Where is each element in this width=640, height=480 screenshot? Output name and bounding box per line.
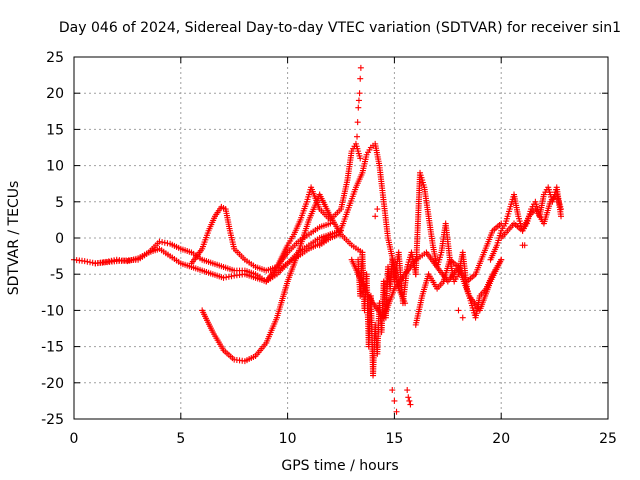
x-tick-label: 5 [176,431,185,447]
data-point [374,206,381,213]
data-point [558,213,565,220]
y-tick-label: 25 [46,50,64,66]
data-points [71,64,565,415]
data-point [404,387,411,394]
y-tick-label: -5 [50,267,64,283]
x-tick-label: 10 [279,431,297,447]
chart-title: Day 046 of 2024, Sidereal Day-to-day VTE… [59,20,621,36]
data-point [372,213,379,220]
data-point [357,64,364,71]
y-axis-label: SDTVAR / TECUs [6,181,22,296]
y-tick-label: 0 [55,231,64,247]
x-tick-label: 25 [599,431,617,447]
y-tick-label: 20 [46,86,64,102]
data-point [355,104,362,111]
x-tick-label: 15 [385,431,403,447]
x-tick-label: 20 [492,431,510,447]
y-tick-label: -25 [41,412,64,428]
data-point [357,75,364,82]
ticks-layer: 0 5 10 15 20 25 25 20 15 10 5 0 -5 -10 -15 -20 -25 [41,50,617,447]
data-point [393,408,400,415]
y-tick-label: -20 [41,376,64,392]
y-tick-label: -15 [41,340,64,356]
y-tick-label: -10 [41,303,64,319]
x-axis-label: GPS time / hours [281,458,398,474]
data-point [354,119,361,126]
y-tick-label: 15 [46,122,64,138]
plot-frame [73,56,609,420]
data-point [355,97,362,104]
data-point [558,206,565,213]
data-point [357,155,364,162]
data-point [389,387,396,394]
data-point [405,394,412,401]
data-point [354,133,361,140]
data-point [459,314,466,321]
grid-layer [74,57,608,419]
y-tick-label: 10 [46,159,64,175]
data-point [407,401,414,408]
data-point [521,242,528,249]
data-point [498,256,505,263]
y-tick-label: 5 [55,195,64,211]
data-point [406,397,413,404]
data-point [391,397,398,404]
x-tick-label: 0 [70,431,79,447]
data-point [356,90,363,97]
data-point [455,307,462,314]
